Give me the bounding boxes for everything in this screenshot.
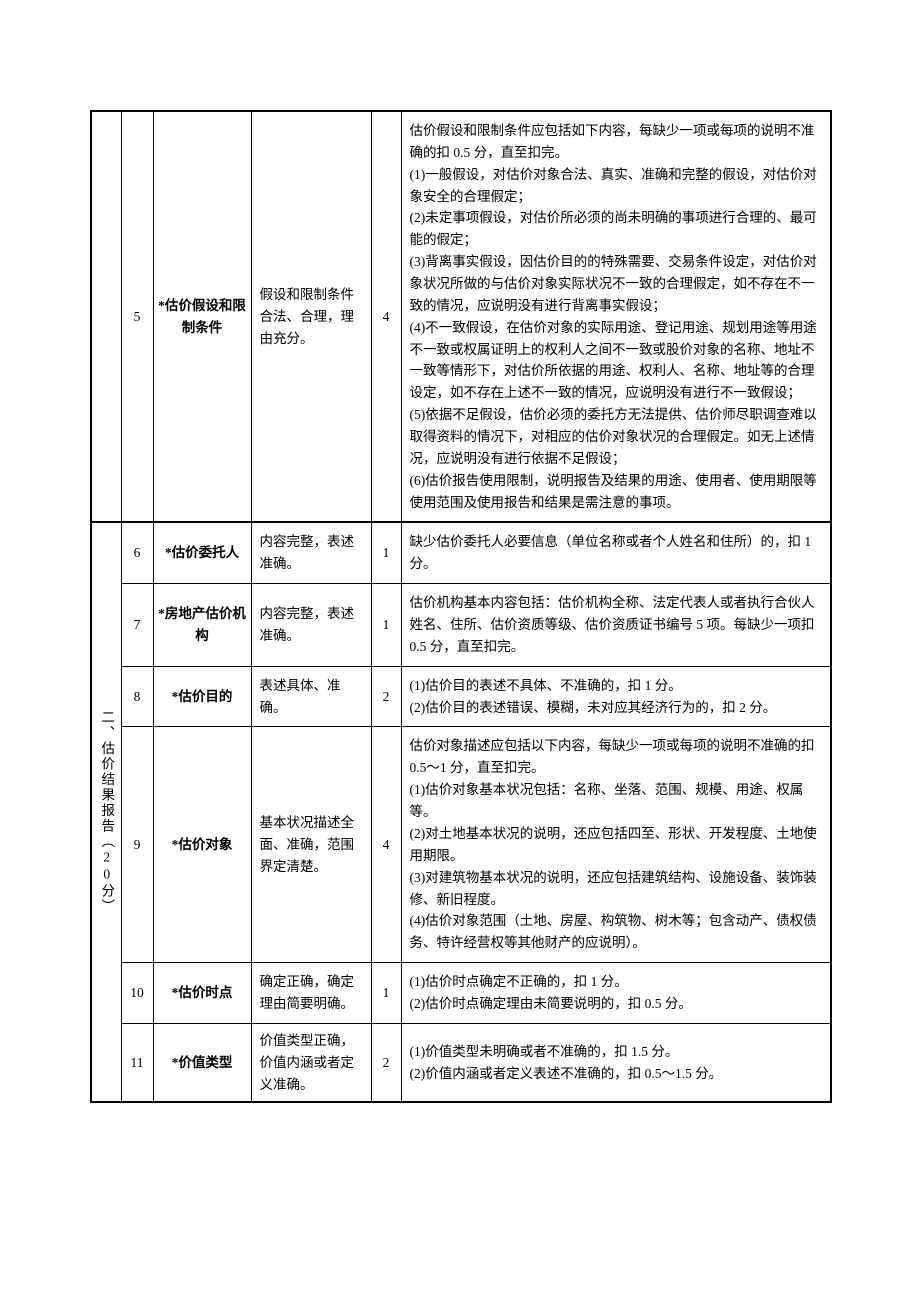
rubric-table: 5 *估价假设和限制条件 假设和限制条件合法、合理，理由充分。 4 估价假设和限… — [90, 110, 832, 1103]
row-criteria: 缺少估价委托人必要信息（单位名称或者个人姓名和住所）的，扣 1 分。 — [401, 522, 831, 583]
row-requirement: 基本状况描述全面、准确，范围界定清楚。 — [251, 727, 371, 963]
row-requirement: 假设和限制条件合法、合理，理由充分。 — [251, 111, 371, 522]
row-requirement: 表述具体、准确。 — [251, 666, 371, 727]
row-num: 8 — [121, 666, 153, 727]
row-num: 11 — [121, 1023, 153, 1102]
table-row: 10 *估价时点 确定正确，确定理由简要明确。 1 (1)估价时点确定不正确的，… — [91, 963, 831, 1024]
row-criteria: 估价机构基本内容包括：估价机构全称、法定代表人或者执行合伙人姓名、住所、估价资质… — [401, 584, 831, 667]
row-criteria: 估价假设和限制条件应包括如下内容，每缺少一项或每项的说明不准确的扣 0.5 分，… — [401, 111, 831, 522]
row-points: 2 — [371, 666, 401, 727]
row-points: 4 — [371, 727, 401, 963]
row-criteria: (1)价值类型未明确或者不准确的，扣 1.5 分。 (2)价值内涵或者定义表述不… — [401, 1023, 831, 1102]
table-row: 9 *估价对象 基本状况描述全面、准确，范围界定清楚。 4 估价对象描述应包括以… — [91, 727, 831, 963]
row-num: 7 — [121, 584, 153, 667]
row-item: *房地产估价机构 — [153, 584, 251, 667]
row-num: 5 — [121, 111, 153, 522]
row-item: *估价委托人 — [153, 522, 251, 583]
row-requirement: 确定正确，确定理由简要明确。 — [251, 963, 371, 1024]
row-num: 9 — [121, 727, 153, 963]
row-num: 10 — [121, 963, 153, 1024]
row-points: 2 — [371, 1023, 401, 1102]
row-points: 1 — [371, 522, 401, 583]
row-criteria: (1)估价时点确定不正确的，扣 1 分。 (2)估价时点确定理由未简要说明的，扣… — [401, 963, 831, 1024]
row-num: 6 — [121, 522, 153, 583]
row-points: 4 — [371, 111, 401, 522]
row-item: *估价目的 — [153, 666, 251, 727]
table-row: 5 *估价假设和限制条件 假设和限制条件合法、合理，理由充分。 4 估价假设和限… — [91, 111, 831, 522]
table-row: 8 *估价目的 表述具体、准确。 2 (1)估价目的表述不具体、不准确的，扣 1… — [91, 666, 831, 727]
row-item: *估价对象 — [153, 727, 251, 963]
table-row: 二、估价结果报告（20分） 6 *估价委托人 内容完整，表述准确。 1 缺少估价… — [91, 522, 831, 583]
row-requirement: 内容完整，表述准确。 — [251, 522, 371, 583]
row-item: *估价假设和限制条件 — [153, 111, 251, 522]
row-criteria: 估价对象描述应包括以下内容，每缺少一项或每项的说明不准确的扣 0.5～1 分，直… — [401, 727, 831, 963]
table-row: 7 *房地产估价机构 内容完整，表述准确。 1 估价机构基本内容包括：估价机构全… — [91, 584, 831, 667]
row-item: *价值类型 — [153, 1023, 251, 1102]
table-row: 11 *价值类型 价值类型正确，价值内涵或者定义准确。 2 (1)价值类型未明确… — [91, 1023, 831, 1102]
section-label-2: 二、估价结果报告（20分） — [91, 522, 121, 1102]
row-item: *估价时点 — [153, 963, 251, 1024]
document-page: 5 *估价假设和限制条件 假设和限制条件合法、合理，理由充分。 4 估价假设和限… — [0, 0, 920, 1223]
row-points: 1 — [371, 963, 401, 1024]
row-requirement: 内容完整，表述准确。 — [251, 584, 371, 667]
row-criteria: (1)估价目的表述不具体、不准确的，扣 1 分。 (2)估价目的表述错误、模糊，… — [401, 666, 831, 727]
section-label-1 — [91, 111, 121, 522]
row-points: 1 — [371, 584, 401, 667]
row-requirement: 价值类型正确，价值内涵或者定义准确。 — [251, 1023, 371, 1102]
